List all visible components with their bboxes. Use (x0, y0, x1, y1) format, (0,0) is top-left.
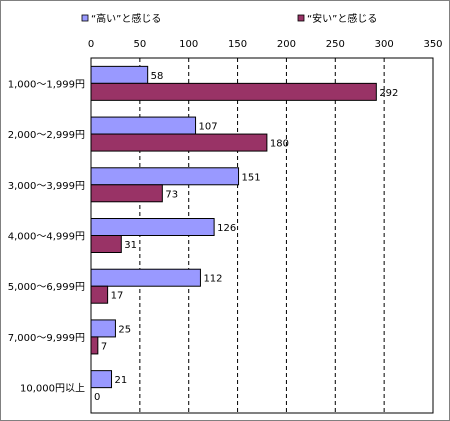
legend: “高い”と感じる “安い”と感じる (81, 12, 377, 25)
bar-1 (90, 235, 122, 253)
data-label: 180 (270, 139, 289, 150)
legend-swatch-0 (81, 14, 89, 22)
bar-0 (90, 116, 197, 135)
category-label: 7,000～9,999円 (8, 333, 85, 344)
category-label: 5,000～6,999円 (8, 282, 85, 293)
x-tick-label: 50 (133, 39, 146, 50)
data-label: 17 (111, 291, 124, 302)
category-label: 10,000円以上 (20, 383, 85, 395)
category-labels: 1,000～1,999円 2,000～2,999円 3,000～3,999円 4,00… (8, 79, 85, 394)
bar-0 (90, 65, 149, 84)
x-tick-label: 350 (423, 39, 442, 50)
bar-1 (90, 336, 99, 355)
bar-0 (90, 218, 215, 236)
category-label: 1,000～1,999円 (8, 79, 85, 90)
bar-1 (90, 184, 163, 203)
data-label: 126 (217, 223, 236, 234)
x-tick-label: 150 (228, 39, 247, 50)
data-label: 112 (203, 274, 222, 285)
legend-label-0: “高い”と感じる (91, 12, 161, 25)
bar-1 (90, 285, 109, 304)
x-tick-label: 100 (179, 39, 198, 50)
data-label: 58 (151, 71, 164, 82)
bars: 58 292 107 180 151 73 126 31 112 17 25 7 21 0 (90, 65, 398, 403)
x-tick-label: 200 (277, 39, 296, 50)
category-label: 2,000～2,999円 (8, 130, 85, 141)
bar-0 (90, 268, 201, 287)
x-axis-ticks: 0 50 100 150 200 250 300 350 (88, 39, 443, 50)
x-tick-label: 250 (326, 39, 345, 50)
data-label: 107 (199, 122, 218, 133)
bar-1 (90, 82, 377, 101)
data-label: 151 (242, 172, 261, 183)
data-label: 21 (115, 375, 128, 386)
bar-0 (90, 370, 113, 389)
data-label: 73 (165, 189, 178, 200)
legend-label-1: “安い”と感じる (307, 12, 377, 25)
bar-0 (90, 167, 240, 186)
data-label: 7 (101, 341, 107, 352)
x-tick-label: 0 (88, 39, 94, 50)
bar-1 (90, 133, 268, 152)
data-label: 31 (124, 240, 137, 251)
category-label: 3,000～3,999円 (8, 181, 85, 192)
category-label: 4,000～4,999円 (8, 232, 85, 243)
data-label: 25 (118, 324, 131, 335)
legend-swatch-1 (297, 14, 305, 22)
data-label: 292 (379, 88, 398, 99)
bar-0 (90, 319, 116, 338)
x-tick-label: 300 (375, 39, 394, 50)
data-label: 0 (94, 392, 100, 403)
